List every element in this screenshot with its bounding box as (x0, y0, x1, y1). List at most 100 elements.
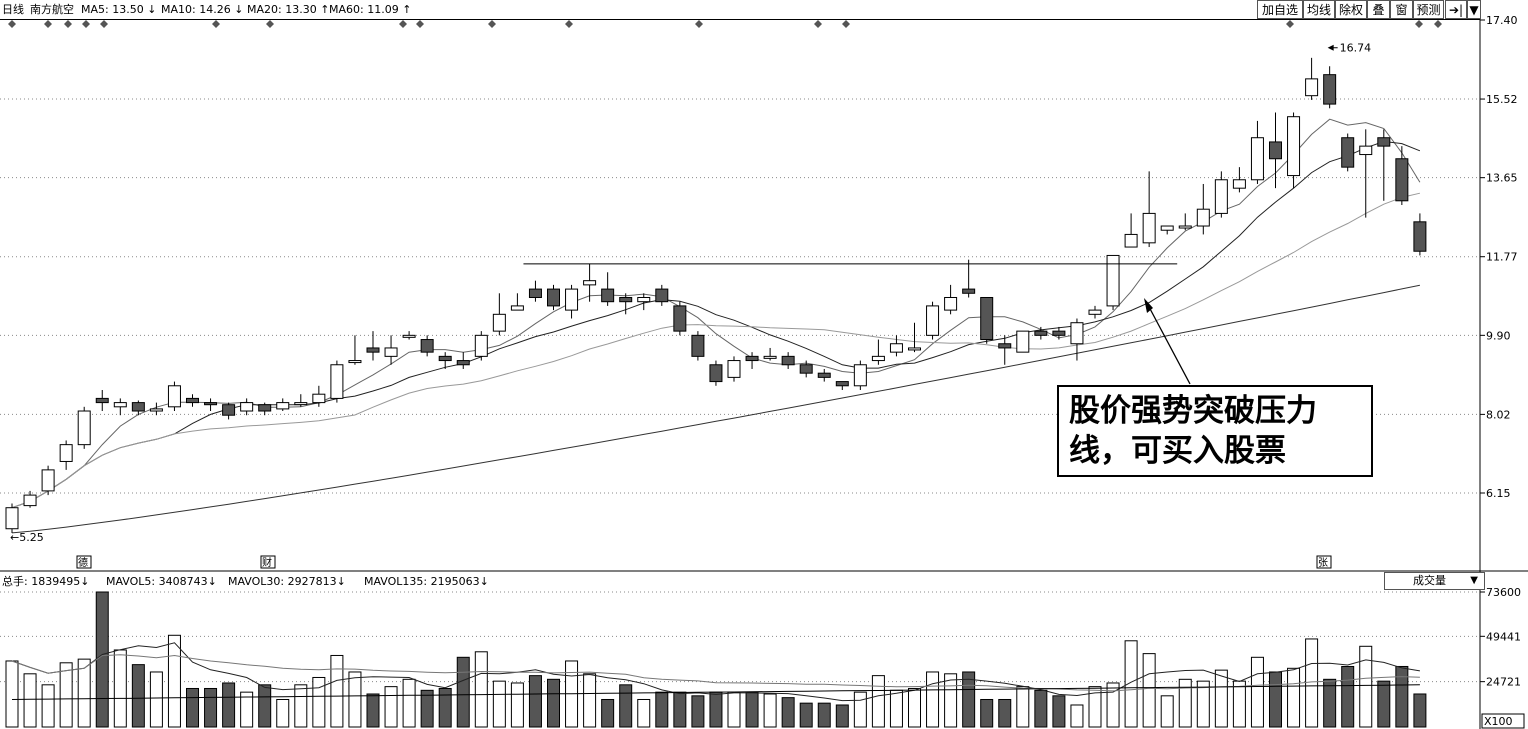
candle-body (294, 402, 308, 406)
volume-bar (691, 695, 705, 728)
low-price-label: ←5.25 (10, 531, 44, 544)
event-diamond-icon (1286, 20, 1294, 28)
chevron-down-icon: ▼ (1470, 575, 1478, 586)
volume-bar (330, 654, 344, 728)
volume-bar (835, 704, 849, 728)
volume-bar (131, 664, 145, 728)
chart-annotations: 16.74 ←5.25 德 财 张 (10, 42, 1371, 569)
candle-body (655, 288, 669, 303)
candle-body (1196, 208, 1210, 227)
volume-bar (601, 698, 615, 728)
candle-body (835, 381, 849, 387)
volume-bar (763, 693, 777, 728)
axis-labels: 17.40 15.52 13.65 11.77 9.90 8.02 6.15 (1480, 14, 1518, 500)
toolbar-button-6[interactable]: ➔| (1445, 0, 1467, 19)
volume-bar (276, 698, 290, 728)
volume-bar (240, 691, 254, 728)
candle-body (1088, 309, 1102, 315)
high-marker-icon (1327, 44, 1334, 51)
volume-bar (1160, 695, 1174, 728)
volume-bar (384, 686, 398, 728)
volume-bar (420, 689, 434, 728)
volume-bar (113, 649, 127, 728)
toolbar-button-0[interactable]: 加自选 (1257, 0, 1303, 19)
event-markers (8, 20, 1442, 28)
volume-bar (1106, 682, 1120, 728)
candle-body (528, 288, 542, 298)
volume-bar (944, 673, 958, 728)
volume-bar (59, 662, 73, 728)
toolbar-button-4[interactable]: 窗 (1390, 0, 1413, 19)
candle-body (944, 296, 958, 311)
event-tag-label: 财 (262, 556, 272, 569)
candle-body (1232, 179, 1246, 189)
toolbar-button-5[interactable]: 预测 (1413, 0, 1444, 19)
volume-bar (294, 684, 308, 728)
volume-bar (962, 671, 976, 728)
toolbar-button-3[interactable]: 叠 (1367, 0, 1390, 19)
volume-bar (258, 684, 272, 728)
volume-bar (204, 687, 218, 728)
volume-bar (167, 634, 181, 728)
candle-body (1250, 137, 1264, 181)
volume-bar (871, 675, 885, 728)
toolbar-button-2[interactable]: 除权 (1335, 0, 1367, 19)
candle-body (186, 397, 199, 404)
volume-bar (1323, 678, 1337, 728)
candle-body (1034, 330, 1048, 336)
candle-body (871, 355, 885, 362)
candle-body (619, 296, 633, 303)
price-tick-label: 15.52 (1486, 93, 1518, 106)
candle-body (438, 355, 452, 362)
candle-body (1269, 141, 1282, 160)
candle-body (474, 334, 488, 357)
candle-body (799, 364, 813, 374)
volume-bar (77, 658, 91, 728)
volume-ma-lines (11, 642, 1420, 702)
candle-body (59, 444, 73, 462)
volume-bar (1413, 693, 1427, 728)
candle-body (366, 347, 380, 353)
volmav135-line (11, 684, 1420, 700)
candle-body (1214, 179, 1228, 214)
candle-body (1016, 330, 1030, 353)
candle-body (167, 385, 181, 408)
candle-body (1106, 254, 1120, 307)
volume-bar (619, 684, 633, 728)
event-diamond-icon (44, 20, 52, 28)
volume-bar (908, 687, 921, 728)
volume-bar (149, 671, 163, 728)
event-diamond-icon (8, 20, 16, 28)
candle-body (204, 402, 218, 406)
candle-body (926, 305, 940, 336)
volume-bars (5, 591, 1427, 728)
volume-bar (366, 693, 380, 728)
volume-bar (745, 691, 759, 728)
volume-bar (655, 691, 669, 728)
volume-select-label: 成交量 (1413, 574, 1446, 587)
volume-tick-label: 24721 (1486, 676, 1521, 689)
volume-indicator-select[interactable]: 成交量 ▼ (1384, 572, 1485, 590)
volume-unit-label: X100 (1484, 715, 1513, 728)
volume-legend-item: MAVOL30: 2927813↓ (228, 575, 346, 588)
volume-bar (1070, 704, 1084, 728)
volume-header: 总手: 1839495↓ MAVOL5: 3408743↓ MAVOL30: 292… (2, 574, 489, 588)
candle-body (853, 364, 867, 387)
candle-body (1287, 116, 1301, 177)
volume-bar (492, 680, 506, 728)
event-diamond-icon (399, 20, 407, 28)
candle-body (113, 402, 127, 408)
toolbar-button-7[interactable]: ▼ (1467, 0, 1481, 19)
toolbar-button-1[interactable]: 均线 (1303, 0, 1335, 19)
price-tick-label: 8.02 (1486, 408, 1511, 421)
candle-body (1395, 158, 1409, 202)
candle-body (817, 372, 831, 378)
price-tick-label: 17.40 (1486, 14, 1518, 27)
candle-body (1305, 78, 1319, 97)
candle-body (77, 410, 91, 446)
candle-body (691, 334, 705, 357)
volume-legend-item: MAVOL135: 2195063↓ (364, 575, 489, 588)
volume-unit-box (1481, 713, 1525, 729)
candle-body (312, 393, 326, 404)
candle-body (1142, 212, 1156, 244)
